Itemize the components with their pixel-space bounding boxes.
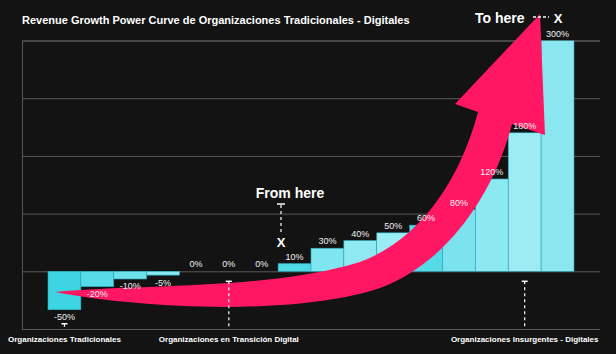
- bar: [147, 271, 180, 275]
- category-marker: [228, 281, 229, 329]
- bar: [81, 271, 114, 286]
- annotation-line: [533, 16, 549, 18]
- data-label: -50%: [54, 312, 75, 322]
- annotation-text: X: [554, 11, 563, 26]
- data-label: 300%: [546, 29, 569, 39]
- chart-container: Revenue Growth Power Curve de Organizaci…: [0, 0, 616, 354]
- category-marker-cap: [522, 281, 528, 283]
- x-tick-label: Organizaciones Tradicionales: [8, 335, 121, 344]
- data-label: 80%: [450, 198, 468, 208]
- growth-arrow: [55, 14, 545, 307]
- annotations: From here X To here X: [256, 10, 563, 250]
- annotation-text: To here: [475, 10, 525, 26]
- x-tick: Organizaciones Insurgentes - Digitales: [451, 329, 599, 344]
- bar: [180, 271, 213, 272]
- x-tick-label: Organizaciones en Transición Digital: [159, 335, 299, 344]
- x-tick: Organizaciones Tradicionales: [8, 329, 121, 344]
- x-axis: Organizaciones Tradicionales Organizacion…: [8, 329, 599, 344]
- bar: [245, 271, 278, 272]
- data-label: 50%: [384, 221, 402, 231]
- data-label: 10%: [286, 252, 304, 262]
- data-label: 60%: [417, 213, 435, 223]
- annotation-line: [280, 205, 281, 232]
- category-marker: [524, 281, 525, 329]
- bar: [212, 271, 245, 272]
- data-label: 0%: [255, 259, 268, 269]
- category-markers: [61, 281, 527, 329]
- chart-svg: Revenue Growth Power Curve de Organizaci…: [0, 0, 616, 354]
- bar: [278, 264, 311, 272]
- background: [0, 0, 616, 354]
- grid-line: [22, 329, 600, 330]
- data-label: 30%: [318, 236, 336, 246]
- x-tick-label: Organizaciones Insurgentes - Digitales: [451, 335, 599, 344]
- data-label: -20%: [87, 289, 108, 299]
- data-label: 180%: [513, 121, 536, 131]
- bar: [541, 41, 574, 272]
- grid-line: [22, 41, 600, 42]
- annotation-text: X: [277, 235, 286, 250]
- x-tick: Organizaciones en Transición Digital: [159, 329, 299, 344]
- data-labels: -50% -20% -10% -5% 0% 0% 0% 10% 30% 40% 50% 60% 80% 1…: [54, 29, 569, 323]
- data-label: 40%: [351, 229, 369, 239]
- chart-title: Revenue Growth Power Curve de Organizaci…: [22, 14, 410, 26]
- annotation-text: From here: [256, 185, 325, 201]
- category-marker-cap: [226, 281, 232, 283]
- category-marker: [64, 324, 65, 329]
- bar: [508, 133, 541, 271]
- data-label: -10%: [120, 281, 141, 291]
- data-label: 0%: [189, 259, 202, 269]
- annotation-cap: [277, 203, 285, 205]
- y-tick: [22, 41, 600, 42]
- data-label: 0%: [222, 259, 235, 269]
- y-tick: [22, 329, 600, 330]
- category-marker-cap: [61, 323, 67, 325]
- bar: [114, 271, 147, 279]
- data-label: -5%: [155, 278, 171, 288]
- data-label: 120%: [480, 167, 503, 177]
